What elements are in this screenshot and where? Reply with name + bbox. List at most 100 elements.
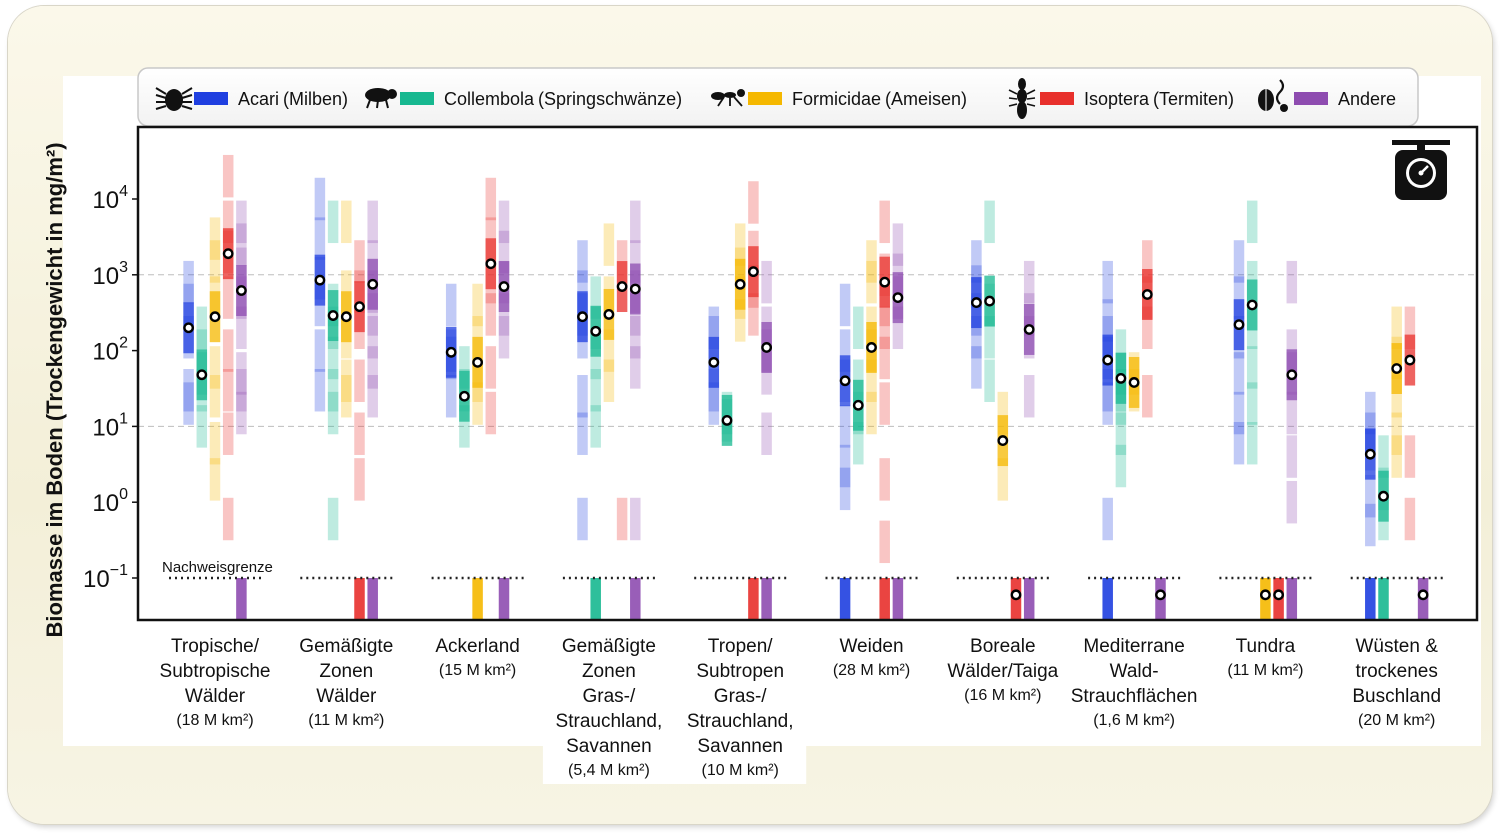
category-label: Weiden — [839, 636, 903, 657]
median-point — [1404, 354, 1416, 366]
category-label: Ackerland — [435, 636, 520, 657]
median-point — [1128, 377, 1140, 388]
observation-mark — [209, 458, 221, 501]
category-area: (5,4 M km²) — [568, 762, 650, 779]
observation-mark — [1102, 299, 1113, 342]
observation-mark — [879, 306, 890, 350]
median-point — [1417, 589, 1429, 601]
median-point — [222, 248, 234, 260]
observation-mark — [354, 458, 365, 501]
category-label-backdrop — [149, 628, 281, 734]
observation-mark — [222, 497, 234, 541]
observation-mark — [354, 240, 365, 283]
observation-mark — [1365, 503, 1376, 547]
observation-mark — [1286, 435, 1298, 478]
median-point — [1141, 289, 1153, 300]
category-label: Wald- — [1110, 661, 1159, 682]
beetle-spider-icon — [1258, 79, 1288, 112]
median-point — [327, 310, 339, 321]
median-point — [235, 285, 247, 296]
observation-mark — [1404, 497, 1416, 541]
observation-mark — [761, 260, 772, 304]
median-point — [209, 311, 221, 323]
median-point — [839, 375, 851, 387]
observation-mark — [1378, 435, 1389, 478]
observation-mark — [984, 316, 995, 359]
median-point — [1102, 354, 1114, 366]
observation-mark — [1246, 421, 1258, 465]
category-label: Boreale — [970, 636, 1036, 657]
observation-mark — [984, 359, 995, 402]
category-label: Strauchland, — [687, 711, 794, 732]
observation-mark — [879, 200, 890, 244]
legend-swatch — [1294, 92, 1328, 105]
category-area: (16 M km²) — [964, 687, 1041, 704]
observation-mark — [222, 200, 234, 244]
observation-mark — [1233, 421, 1245, 465]
scale-icon — [1392, 140, 1450, 200]
observation-mark — [314, 177, 326, 221]
observation-mark — [1286, 480, 1298, 524]
median-point — [1260, 589, 1271, 601]
category-label: Mediterrane — [1083, 636, 1184, 657]
observation-mark — [209, 346, 221, 389]
observation-mark — [209, 375, 221, 418]
observation-mark — [1391, 435, 1402, 478]
observation-mark — [748, 293, 759, 336]
observation-mark — [1286, 391, 1298, 435]
observation-mark — [839, 467, 851, 511]
observation-mark — [971, 346, 982, 389]
observation-mark — [630, 240, 641, 283]
median-point — [708, 356, 720, 368]
observation-mark — [839, 283, 851, 327]
observation-mark — [459, 346, 470, 389]
median-point — [748, 266, 759, 278]
median-point — [721, 414, 733, 426]
observation-mark — [341, 200, 352, 244]
observation-mark — [590, 369, 601, 412]
observation-mark — [616, 497, 628, 541]
category-label: Strauchland, — [556, 711, 663, 732]
observation-mark — [183, 369, 194, 412]
observation-mark — [1233, 352, 1245, 395]
observation-mark — [209, 217, 221, 260]
median-point — [1246, 299, 1258, 311]
observation-mark — [603, 223, 615, 266]
observation-mark — [761, 412, 772, 455]
observation-mark — [485, 391, 497, 435]
median-point — [1233, 319, 1245, 331]
observation-mark — [892, 578, 904, 620]
observation-mark — [327, 391, 339, 435]
observation-mark — [472, 578, 483, 620]
observation-mark — [1023, 578, 1035, 620]
y-tick-label: 103 — [92, 259, 128, 290]
category-area: (28 M km²) — [833, 662, 910, 679]
category-area: (10 M km²) — [702, 762, 779, 779]
median-point — [354, 301, 365, 313]
observation-mark — [997, 458, 1009, 501]
observation-mark — [485, 293, 497, 336]
observation-mark — [1365, 578, 1376, 620]
category-area: (18 M km²) — [176, 712, 253, 729]
y-tick-label: 104 — [92, 183, 128, 214]
observation-mark — [1142, 240, 1153, 283]
median-point — [984, 295, 995, 307]
observation-mark — [354, 578, 365, 620]
median-point — [577, 311, 588, 323]
observation-mark — [367, 316, 378, 359]
observation-mark — [222, 276, 234, 319]
observation-mark — [341, 359, 352, 402]
median-point — [892, 292, 904, 304]
observation-mark — [1115, 412, 1127, 455]
observation-mark — [183, 260, 194, 304]
median-point — [1391, 363, 1403, 374]
observation-mark — [708, 369, 720, 412]
observation-mark — [236, 200, 247, 244]
observation-mark — [196, 306, 208, 350]
observation-mark — [209, 240, 221, 283]
observation-mark — [498, 316, 510, 359]
category-label: Tundra — [1236, 636, 1296, 657]
observation-mark — [577, 375, 588, 418]
observation-mark — [236, 352, 247, 395]
category-label: Savannen — [566, 736, 652, 757]
